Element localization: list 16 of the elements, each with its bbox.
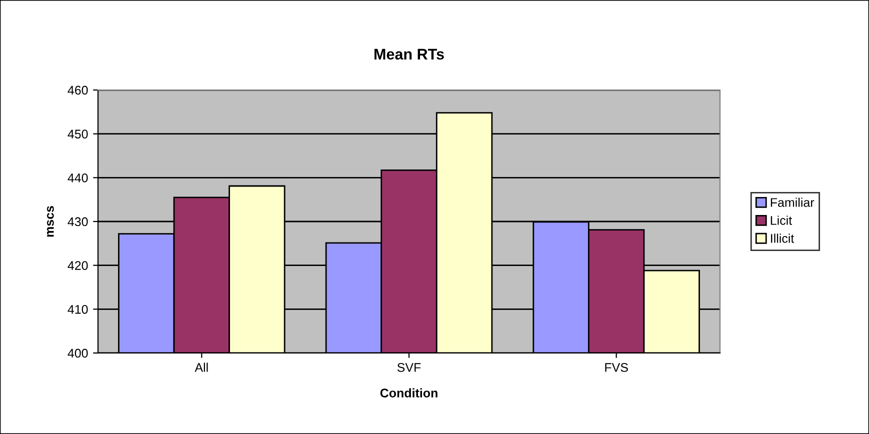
y-tick-label: 440 bbox=[68, 173, 88, 182]
y-tick-label: 450 bbox=[68, 130, 88, 138]
legend-label: Illicit bbox=[771, 234, 794, 243]
y-tick-label: 460 bbox=[68, 86, 88, 95]
y-tick-label: 430 bbox=[68, 217, 88, 226]
y-tick-label: 400 bbox=[68, 348, 88, 358]
chart-title: Mean RTs bbox=[374, 48, 444, 60]
x-tick-label: All bbox=[194, 362, 208, 372]
y-tick-label: 410 bbox=[68, 304, 88, 314]
x-axis-title: Condition bbox=[380, 388, 438, 398]
legend-label: Familiar bbox=[770, 198, 814, 207]
y-axis-title: mscs bbox=[46, 206, 54, 237]
x-tick-label: FVS bbox=[605, 363, 628, 372]
x-tick-label: SVF bbox=[397, 363, 421, 372]
y-tick-label: 420 bbox=[68, 261, 88, 270]
legend-label: Licit bbox=[770, 216, 792, 225]
